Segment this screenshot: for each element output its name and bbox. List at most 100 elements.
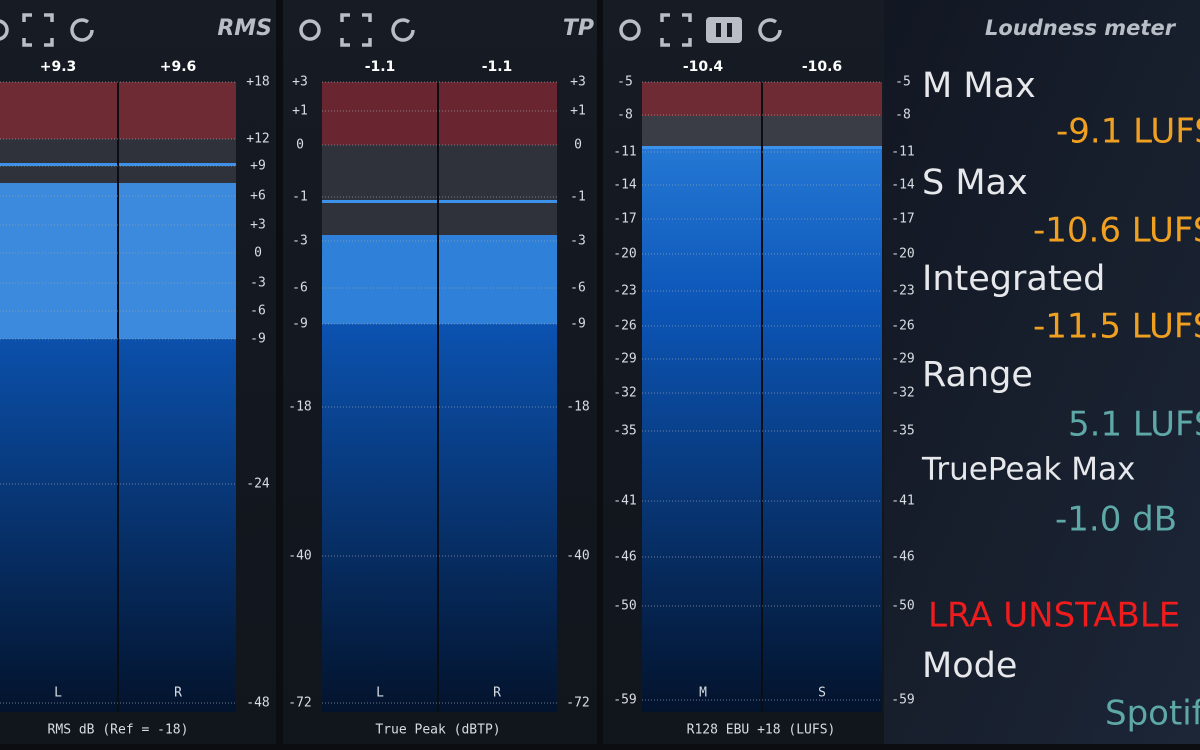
scale-label: -40	[566, 549, 589, 564]
readout-value: 5.1 LUFS	[1068, 405, 1200, 445]
channel-label: R	[493, 686, 501, 701]
peak-value: +9.6	[160, 59, 197, 75]
scale-label: -46	[891, 550, 914, 565]
settings-icon[interactable]	[619, 19, 641, 41]
peak-value: -1.1	[365, 59, 396, 75]
meter-footer: R128 EBU +18 (LUFS)	[687, 723, 836, 738]
scale-label: -9	[250, 332, 266, 347]
scale-label: +18	[246, 75, 269, 90]
scale-label: -9	[292, 317, 308, 332]
loudness-meter: -5 -5 -8 -8 -11 -11 -14 -14 -17 -17 -20 -20 -23 -23 -2…	[613, 16, 1176, 738]
scale-label: -35	[891, 424, 914, 439]
peak-value: -1.1	[482, 59, 513, 75]
meter-zone	[322, 145, 557, 235]
meter-footer: True Peak (dBTP)	[375, 723, 500, 738]
readout-panel	[884, 0, 1200, 744]
peak-value: +9.3	[40, 59, 77, 75]
scale-label: -5	[617, 75, 633, 90]
scale-label: -29	[613, 352, 636, 367]
readout-value: -10.6 LUFS	[1033, 211, 1200, 251]
scale-label: +9	[250, 159, 266, 174]
scale-label: -59	[891, 693, 914, 708]
scale-label: -20	[891, 247, 914, 262]
scale-label: -14	[891, 178, 915, 193]
scale-label: -59	[613, 693, 636, 708]
scale-label: +6	[250, 189, 266, 204]
meter-title: TP	[563, 16, 594, 41]
lra-warning: LRA UNSTABLE	[928, 596, 1180, 636]
scale-label: -3	[570, 234, 586, 249]
scale-label: 0	[296, 138, 304, 153]
scale-label: +3	[292, 75, 308, 90]
scale-label: 0	[574, 138, 582, 153]
scale-label: -35	[613, 424, 636, 439]
readout-value: -1.0 dB	[1055, 500, 1177, 540]
scale-label: -17	[891, 212, 914, 227]
readout-label: S Max	[922, 163, 1028, 203]
scale-label: +3	[250, 218, 266, 233]
scale-label: -5	[895, 75, 911, 90]
channel-label: M	[699, 686, 707, 701]
tp-meter: +3 +3 +1 +1 0 0 -1 -1 -3 -3 -6 -6 -9 -9 -18 -18 -40 -40 -7…	[288, 16, 594, 738]
readout-value: -9.1 LUFS	[1056, 112, 1200, 152]
channel-label: L	[376, 686, 384, 701]
scale-label: -3	[250, 276, 266, 291]
meter-footer: RMS dB (Ref = -18)	[48, 723, 189, 738]
scale-label: -17	[613, 212, 636, 227]
scale-label: -6	[570, 281, 586, 296]
scale-label: -18	[288, 400, 311, 415]
scale-label: +1	[570, 104, 586, 119]
channel-label: S	[818, 686, 826, 701]
settings-icon[interactable]	[0, 19, 9, 41]
peak-line	[322, 200, 557, 203]
fullscreen-icon[interactable]	[340, 13, 372, 47]
scale-label: -50	[613, 599, 636, 614]
fullscreen-icon[interactable]	[22, 13, 54, 47]
readout-label: M Max	[922, 66, 1036, 106]
scale-label: -1	[570, 190, 586, 205]
mode-value: Spotify	[1105, 694, 1200, 734]
scale-label: -41	[613, 494, 636, 509]
scale-label: +3	[570, 75, 586, 90]
scale-label: -32	[891, 386, 914, 401]
scale-label: -29	[891, 352, 914, 367]
scale-label: -46	[613, 550, 636, 565]
rms-toolbar	[0, 13, 94, 47]
scale-label: -14	[613, 178, 637, 193]
meter-title: Loudness meter	[985, 16, 1177, 40]
readout-value: -11.5 LUFS	[1033, 307, 1200, 347]
readout-label: TruePeak Max	[921, 452, 1135, 488]
channel-label: L	[54, 686, 62, 701]
pause-bar	[716, 23, 721, 37]
scale-label: -40	[288, 549, 311, 564]
peak-value: -10.6	[802, 59, 842, 75]
scale-label: -3	[292, 234, 308, 249]
scale-label: -48	[246, 696, 269, 711]
scale-label: -72	[288, 696, 311, 711]
scale-label: -6	[250, 304, 266, 319]
scale-label: -20	[613, 247, 636, 262]
mode-label: Mode	[922, 646, 1017, 686]
reset-icon[interactable]	[70, 18, 94, 42]
settings-icon[interactable]	[299, 19, 321, 41]
reset-icon[interactable]	[758, 18, 782, 42]
scale-label: -8	[895, 108, 911, 123]
scale-label: -50	[891, 599, 914, 614]
scale-label: -26	[613, 319, 636, 334]
scale-label: -23	[891, 284, 914, 299]
readout-label: Range	[922, 355, 1033, 395]
scale-label: -1	[292, 190, 308, 205]
fullscreen-icon[interactable]	[660, 13, 692, 47]
scale-label: -9	[570, 317, 586, 332]
loudness-toolbar	[619, 13, 782, 47]
scale-label: -23	[613, 284, 636, 299]
scale-label: +12	[246, 132, 269, 147]
readout-label: Integrated	[922, 259, 1105, 299]
pause-bar	[727, 23, 732, 37]
meter-title: RMS	[217, 16, 272, 41]
pause-button[interactable]	[706, 17, 742, 43]
scale-label: -24	[246, 477, 270, 492]
scale-label: -72	[566, 696, 589, 711]
reset-icon[interactable]	[391, 18, 415, 42]
